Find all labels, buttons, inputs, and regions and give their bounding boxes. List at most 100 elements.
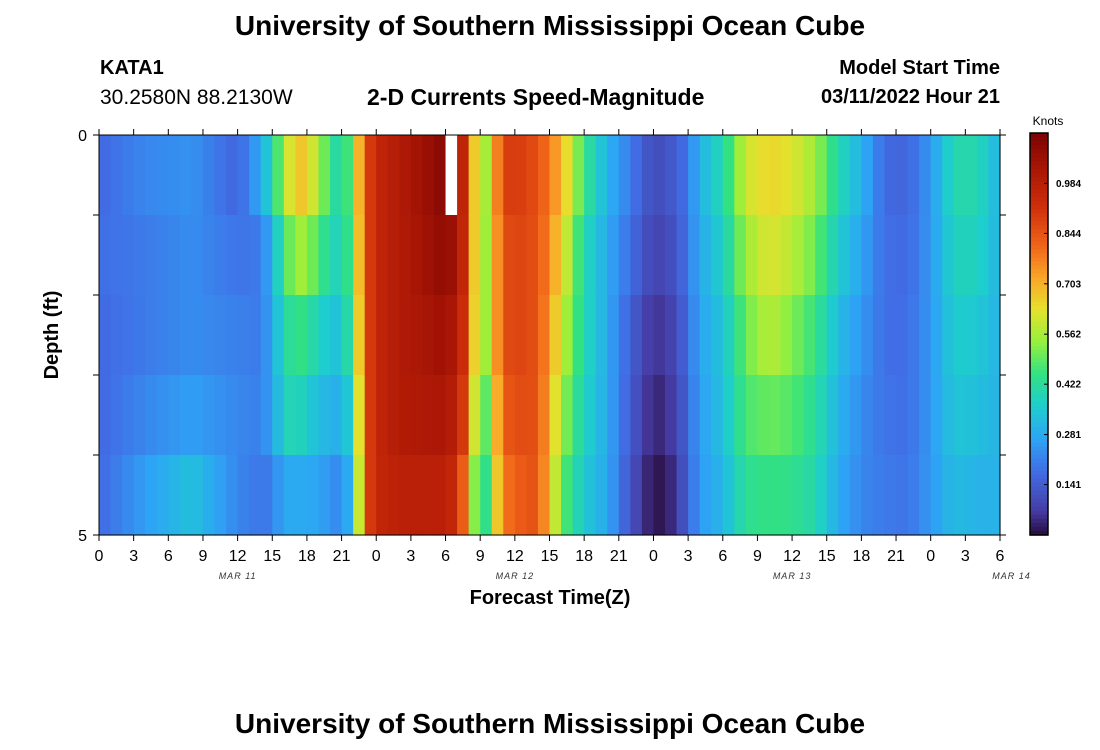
heatmap-cell <box>561 135 574 216</box>
heatmap-cell <box>861 135 874 216</box>
heatmap-cell <box>549 135 562 216</box>
colorbar-segment <box>1030 217 1048 223</box>
heatmap-cell <box>306 295 320 376</box>
colorbar-segment <box>1030 309 1048 315</box>
heatmap-cell <box>179 375 193 456</box>
heatmap-cell <box>237 215 250 296</box>
heatmap-cell <box>145 215 158 296</box>
heatmap-cell <box>214 455 227 536</box>
heatmap-cell <box>133 375 146 456</box>
heatmap-cell <box>145 295 158 376</box>
heatmap-cell <box>884 295 897 376</box>
heatmap-cell <box>734 135 747 216</box>
heatmap-cell <box>907 295 920 376</box>
heatmap-cell <box>734 215 747 296</box>
heatmap-cell <box>861 215 874 296</box>
heatmap-cell <box>249 375 262 456</box>
colorbar-segment <box>1030 518 1048 524</box>
colorbar-segment <box>1030 261 1048 267</box>
heatmap-cell <box>260 455 273 536</box>
heatmap-cell <box>526 215 539 296</box>
heatmap-cell <box>919 215 932 296</box>
heatmap-cell <box>249 295 262 376</box>
heatmap-cell <box>838 215 851 296</box>
heatmap-cell <box>734 455 747 536</box>
x-tick-label: 9 <box>753 548 762 565</box>
heatmap-cell <box>688 215 701 296</box>
colorbar-segment <box>1030 169 1048 174</box>
colorbar-segment <box>1030 297 1048 303</box>
heatmap-cell <box>376 215 389 296</box>
heatmap-cell <box>849 455 862 536</box>
heatmap-cell <box>711 215 724 296</box>
heatmap-cell <box>988 215 1001 296</box>
heatmap-cell <box>503 295 516 376</box>
heatmap-cell <box>283 375 296 456</box>
heatmap-cell <box>491 215 504 296</box>
footer-title: University of Southern Mississippi Ocean… <box>234 708 866 739</box>
heatmap-cell <box>688 455 701 536</box>
colorbar-segment <box>1030 342 1048 347</box>
heatmap-cell <box>792 375 805 456</box>
colorbar-segment <box>1030 273 1048 279</box>
heatmap-cell <box>722 215 735 296</box>
heatmap-cell <box>884 375 897 456</box>
colorbar-segment <box>1030 173 1048 178</box>
heatmap-cell <box>757 455 770 536</box>
heatmap-cell <box>122 375 135 456</box>
heatmap-cell <box>202 135 216 216</box>
heatmap-cell <box>965 295 978 376</box>
heatmap-cell <box>653 215 666 296</box>
heatmap-cell <box>630 375 643 456</box>
heatmap-cell <box>410 455 424 536</box>
x-tick-label: 3 <box>129 548 138 565</box>
heatmap-cell <box>907 455 920 536</box>
heatmap-cell <box>330 455 343 536</box>
heatmap-cell <box>699 215 712 296</box>
heatmap-cell <box>376 135 389 216</box>
heatmap-cell <box>768 215 782 296</box>
colorbar-segment <box>1030 233 1048 239</box>
heatmap-cell <box>815 375 828 456</box>
heatmap-cell <box>133 295 146 376</box>
heatmap-cell <box>410 295 424 376</box>
x-tick-label: 0 <box>372 548 381 565</box>
heatmap-cell <box>387 455 400 536</box>
heatmap-cell <box>272 135 285 216</box>
colorbar-segment <box>1030 402 1048 407</box>
heatmap-cell <box>803 135 816 216</box>
heatmap-cell <box>618 215 631 296</box>
heatmap-cell <box>872 215 886 296</box>
colorbar-segment <box>1030 398 1048 403</box>
heatmap-cell <box>133 215 146 296</box>
colorbar-segment <box>1030 277 1048 283</box>
heatmap-cell <box>919 455 932 536</box>
x-tick-label: 12 <box>229 548 247 565</box>
heatmap-cell <box>780 295 793 376</box>
heatmap-cell <box>168 135 181 216</box>
colorbar-segment <box>1030 189 1048 194</box>
y-tick-label: 5 <box>78 528 87 545</box>
heatmap-cell <box>884 455 897 536</box>
heatmap-cell <box>387 215 400 296</box>
heatmap-cell <box>364 375 377 456</box>
colorbar-segment <box>1030 229 1048 235</box>
colorbar-segment <box>1030 366 1048 371</box>
heatmap-cell <box>988 135 1001 216</box>
heatmap-cell <box>249 455 262 536</box>
heatmap-cell <box>584 215 597 296</box>
heatmap-cell <box>630 215 643 296</box>
colorbar-unit: Knots <box>1033 114 1064 128</box>
heatmap-cell <box>422 295 435 376</box>
date-label: MAR 11 <box>219 571 257 581</box>
heatmap-cell <box>341 375 354 456</box>
axes: 0 3 6 9 12 15 18 21 0 3 6 9 12 15 18 21 0 3 6 9 12 15 18 21 0 3 6 M… <box>78 128 1030 581</box>
heatmap-cell <box>353 375 366 456</box>
colorbar-segment <box>1030 338 1048 343</box>
heatmap-cell <box>711 295 724 376</box>
heatmap-cell <box>330 295 343 376</box>
heatmap-cell <box>156 375 169 456</box>
heatmap-cell <box>607 375 620 456</box>
heatmap-cell <box>306 215 320 296</box>
heatmap-cell <box>272 375 285 456</box>
